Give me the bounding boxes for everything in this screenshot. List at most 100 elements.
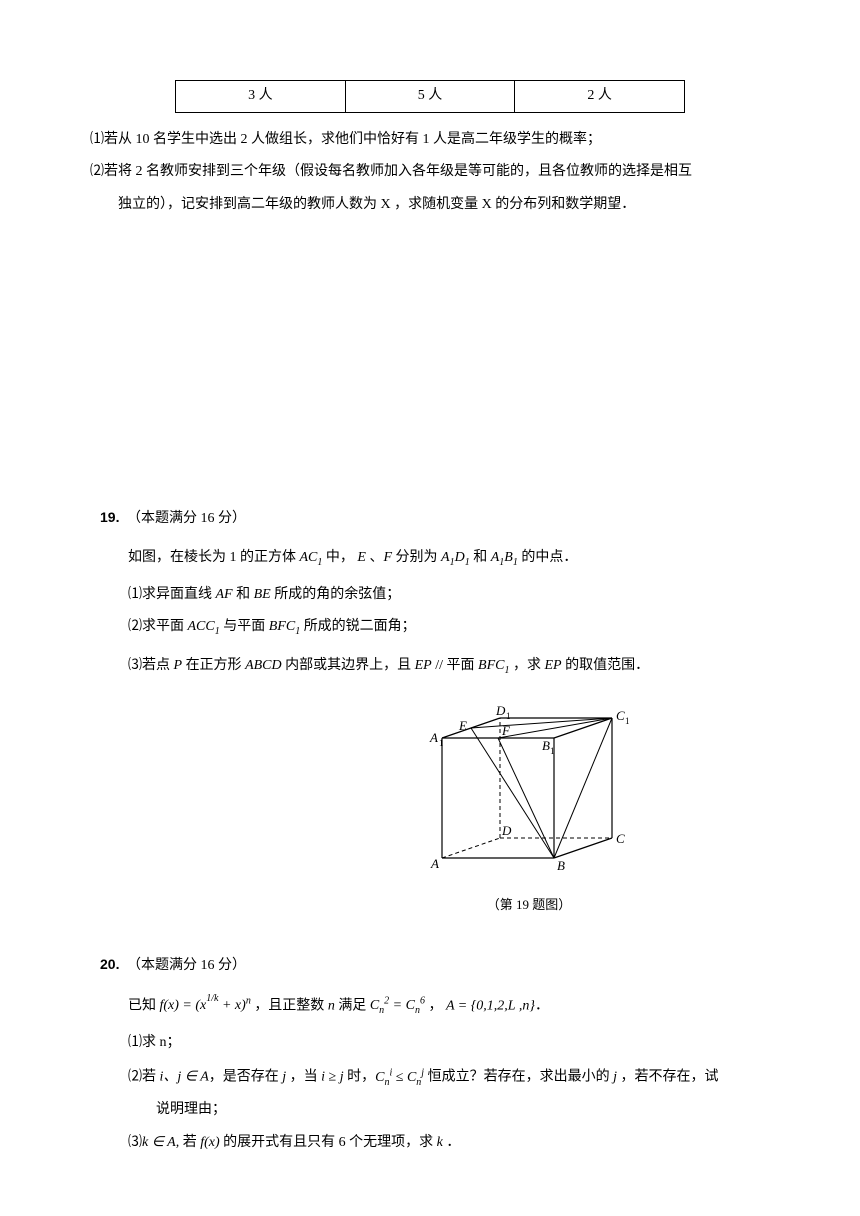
q18-sub-questions: ⑴若从 10 名学生中选出 2 人做组长，求他们中恰好有 1 人是高二年级学生的… bbox=[90, 127, 760, 219]
text: 满足 bbox=[335, 998, 370, 1013]
text: 所成的锐二面角； bbox=[300, 619, 416, 634]
q19-intro: 如图，在棱长为 1 的正方体 AC1 中， E 、F 分别为 A1D1 和 A1… bbox=[128, 545, 760, 572]
q19-header: 19. （本题满分 16 分） bbox=[100, 504, 760, 533]
svg-text:E: E bbox=[458, 718, 467, 733]
text: 内部或其边界上，且 bbox=[282, 658, 415, 673]
math: ABCD bbox=[245, 658, 282, 673]
math: AF bbox=[216, 587, 233, 602]
math: EP bbox=[544, 658, 561, 673]
text: 已知 bbox=[128, 998, 160, 1013]
math: BFC1 bbox=[269, 619, 300, 634]
text: 的取值范围． bbox=[562, 658, 650, 673]
math: AC1 bbox=[300, 550, 323, 565]
math: F bbox=[383, 550, 392, 565]
svg-text:A: A bbox=[429, 730, 438, 745]
q19-figure: A 1 E D 1 F B 1 C 1 A D B C （第 19 题图） bbox=[298, 690, 760, 917]
q20-sub1: ⑴求 n； bbox=[128, 1030, 760, 1057]
q20-sub3: ⑶k ∈ A, 若 f(x) 的展开式有且只有 6 个无理项，求 k ． bbox=[128, 1130, 760, 1157]
figure-caption: （第 19 题图） bbox=[298, 893, 760, 918]
svg-text:1: 1 bbox=[550, 746, 555, 756]
text: ， bbox=[425, 998, 443, 1013]
math: Cni ≤ Cnj bbox=[375, 1070, 424, 1085]
data-table: 3 人 5 人 2 人 bbox=[175, 80, 685, 113]
math: A = {0,1,2,L ,n} bbox=[446, 998, 535, 1013]
text: 平面 bbox=[447, 658, 479, 673]
table-cell: 5 人 bbox=[345, 81, 515, 113]
text: ⑴求异面直线 bbox=[128, 587, 216, 602]
text: ⑵若 bbox=[128, 1070, 160, 1085]
q19-number: 19. bbox=[100, 509, 119, 525]
spacer bbox=[100, 224, 760, 504]
q20-sub2-line2: 说明理由； bbox=[128, 1097, 760, 1124]
svg-text:C: C bbox=[616, 831, 625, 846]
text: ⑴求 n； bbox=[128, 1035, 181, 1050]
math: A1D1 bbox=[441, 550, 470, 565]
svg-text:D: D bbox=[495, 703, 506, 718]
math: Cn2 = Cn6 bbox=[370, 998, 425, 1013]
math: f(x) = (x1/k + x)n bbox=[160, 998, 251, 1013]
math: BE bbox=[254, 587, 271, 602]
math: n bbox=[328, 998, 335, 1013]
text: 和 bbox=[470, 550, 491, 565]
q18-sub2-line2: 独立的），记安排到高二年级的教师人数为 X ，求随机变量 X 的分布列和数学期望… bbox=[90, 192, 760, 219]
svg-text:F: F bbox=[501, 723, 511, 738]
svg-text:1: 1 bbox=[506, 711, 511, 721]
table-cell: 3 人 bbox=[176, 81, 346, 113]
q18-sub2-line1: ⑵若将 2 名教师安排到三个年级（假设每名教师加入各年级是等可能的，且各位教师的… bbox=[90, 159, 760, 186]
math: A1B1 bbox=[491, 550, 518, 565]
text: 的展开式有且只有 6 个无理项，求 bbox=[220, 1135, 437, 1150]
svg-text:B: B bbox=[542, 738, 550, 753]
math: BFC1 bbox=[478, 658, 509, 673]
text: ． bbox=[535, 998, 549, 1013]
math: E bbox=[357, 550, 366, 565]
text: 所成的角的余弦值； bbox=[271, 587, 401, 602]
text: 在正方形 bbox=[182, 658, 245, 673]
text: ，若不存在，试 bbox=[617, 1070, 719, 1085]
math: ACC1 bbox=[188, 619, 220, 634]
text: ，当 bbox=[286, 1070, 321, 1085]
spacer bbox=[100, 927, 760, 951]
text: ，是否存在 bbox=[209, 1070, 283, 1085]
svg-text:D: D bbox=[501, 823, 512, 838]
text: ，且正整数 bbox=[251, 998, 328, 1013]
text: 时， bbox=[344, 1070, 376, 1085]
text: 若 bbox=[179, 1135, 200, 1150]
q19-sub1: ⑴求异面直线 AF 和 BE 所成的角的余弦值； bbox=[128, 582, 760, 609]
q20-sub2-line1: ⑵若 i、j ∈ A，是否存在 j ，当 i ≥ j 时，Cni ≤ Cnj 恒… bbox=[128, 1063, 760, 1091]
svg-text:B: B bbox=[557, 858, 565, 873]
table-cell: 2 人 bbox=[515, 81, 685, 113]
math: f(x) bbox=[200, 1135, 219, 1150]
text: 如图，在棱长为 1 的正方体 bbox=[128, 550, 300, 565]
math: i、j ∈ A bbox=[160, 1070, 209, 1085]
text: ⑵求平面 bbox=[128, 619, 188, 634]
q19-sub3: ⑶若点 P 在正方形 ABCD 内部或其边界上，且 EP // 平面 BFC1 … bbox=[128, 653, 760, 680]
text: ，求 bbox=[509, 658, 544, 673]
text: 和 bbox=[233, 587, 254, 602]
q20-intro: 已知 f(x) = (x1/k + x)n ，且正整数 n 满足 Cn2 = C… bbox=[128, 992, 760, 1020]
math: P bbox=[174, 658, 183, 673]
table-row: 3 人 5 人 2 人 bbox=[176, 81, 685, 113]
math: k ∈ A, bbox=[142, 1135, 179, 1150]
text: 的中点． bbox=[518, 550, 578, 565]
text: 与平面 bbox=[220, 619, 269, 634]
q20-header: 20. （本题满分 16 分） bbox=[100, 951, 760, 980]
q19-sub2: ⑵求平面 ACC1 与平面 BFC1 所成的锐二面角； bbox=[128, 614, 760, 641]
math: i ≥ j bbox=[321, 1070, 343, 1085]
cube-diagram: A 1 E D 1 F B 1 C 1 A D B C bbox=[414, 690, 644, 880]
svg-text:C: C bbox=[616, 708, 625, 723]
q20-body: 已知 f(x) = (x1/k + x)n ，且正整数 n 满足 Cn2 = C… bbox=[128, 992, 760, 1157]
svg-text:1: 1 bbox=[439, 738, 444, 748]
text: 恒成立？若存在，求出最小的 bbox=[424, 1070, 613, 1085]
text: ． bbox=[443, 1135, 461, 1150]
svg-text:1: 1 bbox=[625, 716, 630, 726]
q19-header-text: （本题满分 16 分） bbox=[127, 511, 246, 526]
q18-sub1: ⑴若从 10 名学生中选出 2 人做组长，求他们中恰好有 1 人是高二年级学生的… bbox=[90, 127, 760, 154]
q19-body: 如图，在棱长为 1 的正方体 AC1 中， E 、F 分别为 A1D1 和 A1… bbox=[128, 545, 760, 917]
text: 分别为 bbox=[392, 550, 441, 565]
math: EP bbox=[415, 658, 432, 673]
q20-number: 20. bbox=[100, 956, 119, 972]
text: 中， bbox=[322, 550, 354, 565]
q20-header-text: （本题满分 16 分） bbox=[127, 958, 246, 973]
text: ⑶若点 bbox=[128, 658, 174, 673]
svg-text:A: A bbox=[430, 856, 439, 871]
